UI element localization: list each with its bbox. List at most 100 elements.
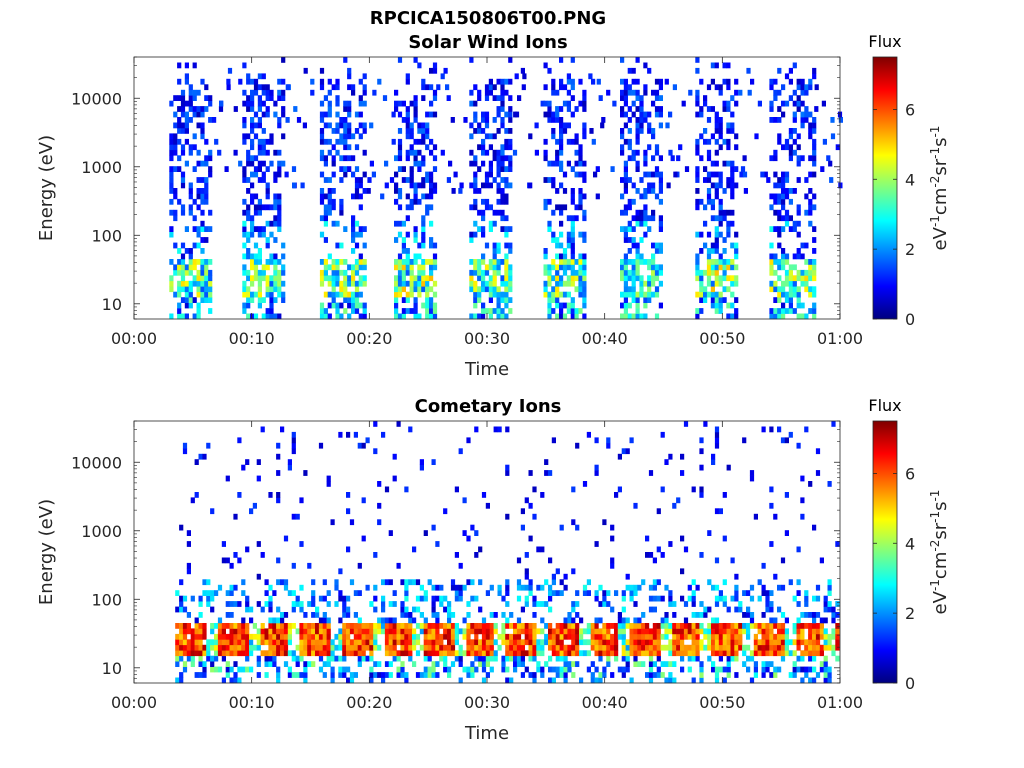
heatmap-cell [633, 639, 638, 646]
heatmap-cell [269, 313, 274, 320]
heatmap-cell [194, 617, 199, 624]
heatmap-cell [746, 606, 751, 613]
heatmap-cell [177, 269, 182, 276]
heatmap-cell [559, 259, 564, 265]
heatmap-cell [757, 100, 762, 107]
heatmap-cell [753, 644, 758, 651]
heatmap-cell [540, 100, 545, 107]
heatmap-cell [362, 264, 367, 271]
heatmap-cell [792, 117, 797, 123]
heatmap-cell [718, 259, 723, 265]
heatmap-cell [291, 623, 296, 629]
heatmap-cell [470, 595, 475, 602]
heatmap-cell [469, 313, 474, 320]
heatmap-cell [175, 661, 180, 667]
heatmap-cell [484, 122, 490, 129]
heatmap-cell [466, 666, 471, 673]
heatmap-cell [264, 628, 269, 635]
heatmap-cell [812, 73, 817, 80]
heatmap-cell [706, 138, 712, 145]
heatmap-cell [681, 100, 686, 107]
heatmap-cell [206, 639, 211, 646]
heatmap-cell [548, 557, 553, 564]
heatmap-cell [773, 297, 778, 303]
heatmap-cell [831, 421, 836, 427]
heatmap-cell [388, 628, 393, 635]
heatmap-cell [796, 155, 801, 162]
heatmap-cell [319, 188, 325, 194]
heatmap-cell [196, 291, 201, 298]
heatmap-cell [831, 612, 836, 618]
heatmap-cell [594, 595, 599, 602]
heatmap-cell [637, 633, 642, 640]
heatmap-cell [273, 171, 278, 178]
heatmap-cell [823, 633, 828, 640]
heatmap-cell [645, 552, 650, 558]
heatmap-cell [265, 193, 270, 200]
heatmap-cell [651, 253, 656, 260]
heatmap-cell [221, 628, 226, 635]
heatmap-cell [354, 297, 360, 303]
heatmap-cell [808, 264, 813, 271]
heatmap-cell [808, 155, 813, 162]
heatmap-cell [710, 264, 715, 271]
heatmap-cell [658, 95, 663, 101]
heatmap-cell [738, 628, 743, 635]
heatmap-cell [208, 155, 213, 162]
heatmap-cell [315, 644, 320, 651]
heatmap-cell [699, 308, 704, 314]
heatmap-cell [505, 601, 510, 607]
heatmap-cell [299, 584, 304, 591]
heatmap-cell [362, 275, 367, 282]
heatmap-cell [190, 655, 195, 662]
heatmap-cell [485, 644, 490, 651]
heatmap-cell [796, 100, 801, 107]
heatmap-cell [652, 606, 657, 613]
heatmap-cell [365, 655, 370, 662]
heatmap-cell [703, 100, 708, 107]
heatmap-cell [277, 291, 282, 298]
x-tick-label: 00:20 [346, 693, 392, 712]
heatmap-cell [635, 149, 640, 156]
heatmap-cell [268, 606, 273, 613]
heatmap-cell [788, 67, 793, 74]
heatmap-cell [579, 617, 584, 624]
heatmap-cell [429, 302, 434, 309]
heatmap-cell [718, 171, 723, 178]
heatmap-cell [812, 302, 817, 309]
heatmap-cell [769, 242, 774, 249]
heatmap-cell [417, 269, 422, 276]
heatmap-cell [635, 78, 640, 85]
heatmap-cell [431, 601, 436, 607]
heatmap-cell [796, 644, 801, 651]
heatmap-cell [621, 595, 626, 602]
heatmap-cell [606, 661, 611, 667]
heatmap-cell [734, 182, 739, 189]
heatmap-cell [253, 259, 259, 265]
heatmap-cell [246, 248, 251, 254]
heatmap-cell [722, 237, 727, 243]
heatmap-cell [477, 226, 482, 232]
heatmap-cell [714, 508, 720, 515]
heatmap-cell [273, 253, 278, 260]
heatmap-cell [635, 242, 640, 249]
heatmap-cell [819, 628, 824, 635]
heatmap-cell [508, 160, 513, 167]
heatmap-cell [425, 297, 430, 303]
heatmap-cell [551, 160, 556, 167]
heatmap-cell [726, 650, 731, 657]
heatmap-cell [245, 606, 250, 613]
heatmap-cell [342, 606, 347, 613]
heatmap-cell [838, 182, 843, 189]
heatmap-cell [246, 269, 251, 276]
heatmap-cell [654, 275, 660, 282]
heatmap-cell [676, 628, 681, 635]
heatmap-cell [643, 259, 648, 265]
heatmap-cell [828, 160, 833, 167]
heatmap-cell [625, 617, 630, 624]
heatmap-cell [180, 122, 186, 129]
heatmap-cell [361, 655, 366, 662]
heatmap-cell [237, 601, 242, 607]
heatmap-cell [639, 100, 644, 107]
heatmap-cell [404, 486, 409, 493]
